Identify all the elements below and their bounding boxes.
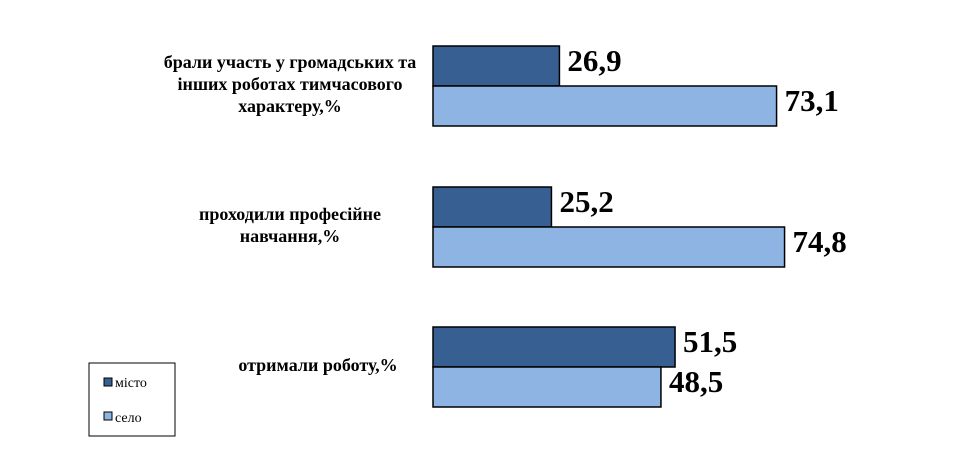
value-labels: 26,9 73,1 25,2 74,8 51,5 48,5 (559, 43, 846, 399)
category-label-line: навчання,% (240, 226, 341, 246)
bar-selo-0 (432, 85, 778, 127)
value-label-selo-1: 74,8 (793, 224, 847, 259)
category-label-line: інших роботах тимчасового (177, 74, 402, 94)
bar-selo-1 (432, 226, 786, 268)
category-label-line: характеру,% (238, 96, 341, 116)
value-label-misto-1: 25,2 (559, 184, 613, 219)
category-label-0: брали участь у громадських та інших робот… (164, 52, 417, 116)
category-label-line: отримали роботу,% (238, 355, 397, 375)
category-label-line: проходили професійне (199, 204, 381, 224)
bar-selo-2 (432, 366, 662, 408)
legend-label-misto: місто (115, 376, 147, 391)
category-label-2: отримали роботу,% (238, 355, 397, 375)
legend-frame (88, 362, 176, 437)
legend-label-selo: село (115, 411, 142, 426)
category-labels: брали участь у громадських та інших робот… (164, 52, 417, 375)
bar-misto-2 (432, 326, 676, 368)
value-label-selo-2: 48,5 (669, 364, 723, 399)
value-label-misto-0: 26,9 (567, 43, 621, 78)
value-label-misto-2: 51,5 (683, 324, 737, 359)
bars (432, 45, 786, 408)
legend-swatch-misto (103, 377, 113, 387)
legend: місто село (88, 362, 176, 437)
category-label-line: брали участь у громадських та (164, 52, 417, 72)
legend-swatch-selo (103, 411, 113, 421)
category-label-1: проходили професійне навчання,% (199, 204, 381, 246)
bar-misto-1 (432, 186, 553, 228)
bar-misto-0 (432, 45, 561, 87)
value-label-selo-0: 73,1 (785, 83, 839, 118)
